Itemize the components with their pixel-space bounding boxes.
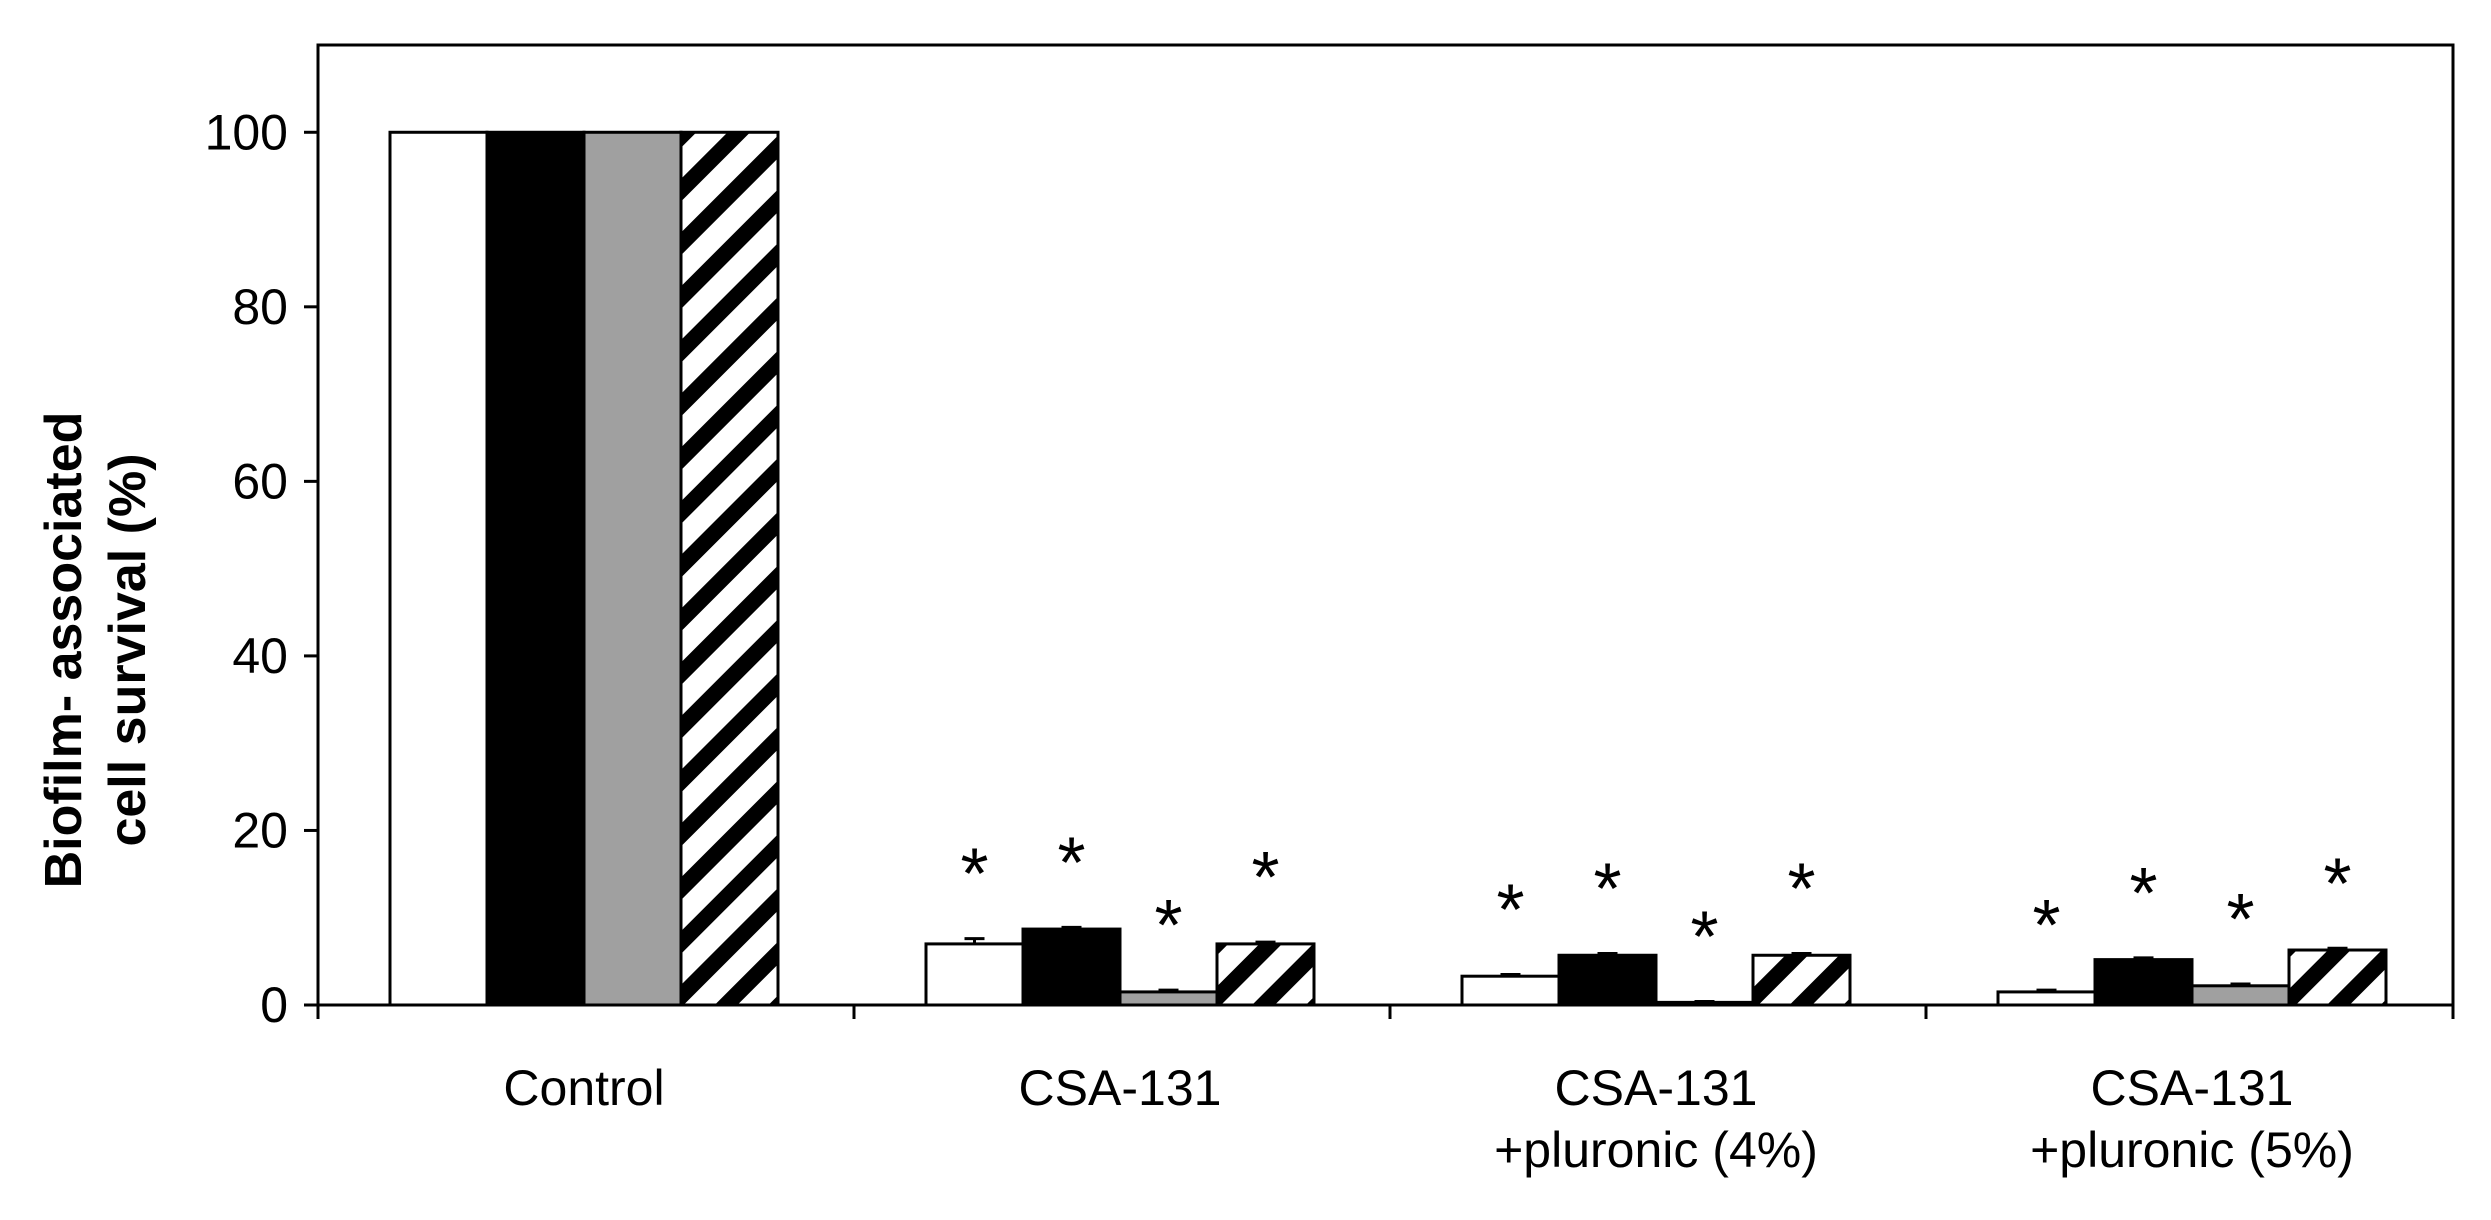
bar-diagonal-hatch-0 xyxy=(679,130,780,1007)
significance-markers-layer: * * * * * * * * * * * * xyxy=(960,823,2351,977)
y-tick-label-40: 40 xyxy=(232,628,288,684)
bars-layer xyxy=(388,130,2388,1007)
bar-white-1 xyxy=(924,942,1025,1007)
y-axis-title: Biofilm- associated cell survival (%) xyxy=(35,412,157,889)
y-tick-label-20: 20 xyxy=(232,802,288,858)
x-category-label-3-line-1: +pluronic (5%) xyxy=(2030,1122,2354,1178)
bar-black-1 xyxy=(1021,927,1122,1007)
y-tick-label-80: 80 xyxy=(232,279,288,335)
x-category-label-2-line-0: CSA-131 xyxy=(1555,1060,1758,1116)
bar-gray-0 xyxy=(582,130,683,1007)
bar-gray-3 xyxy=(2190,984,2291,1007)
x-category-label-2-line-1: +pluronic (4%) xyxy=(1494,1122,1818,1178)
y-axis-title-line-0: Biofilm- associated xyxy=(35,412,93,889)
y-tick-label-60: 60 xyxy=(232,453,288,509)
error-bars-layer xyxy=(964,925,2348,1004)
bar-black-3 xyxy=(2093,958,2194,1007)
significance-star-diagonal-hatch-3: * xyxy=(2323,844,2351,924)
significance-star-gray-3: * xyxy=(2226,880,2254,960)
x-category-label-1-line-0: CSA-131 xyxy=(1019,1060,1222,1116)
bar-black-0 xyxy=(485,130,586,1007)
significance-star-diagonal-hatch-2: * xyxy=(1787,850,1815,930)
significance-star-gray-2: * xyxy=(1690,898,1718,978)
significance-star-white-3: * xyxy=(2032,886,2060,966)
y-axis-title-line-1: cell survival (%) xyxy=(99,453,157,846)
bar-white-0 xyxy=(388,130,489,1007)
bar-white-3 xyxy=(1996,990,2097,1007)
bar-diagonal-hatch-2 xyxy=(1751,953,1852,1007)
y-tick-label-0: 0 xyxy=(260,977,288,1033)
bar-diagonal-hatch-3 xyxy=(2287,948,2388,1007)
bar-diagonal-hatch-1 xyxy=(1215,942,1316,1007)
bar-gray-1 xyxy=(1118,990,1219,1007)
y-tick-labels: 0 20 40 60 80 100 xyxy=(205,104,288,1033)
significance-star-diagonal-hatch-1: * xyxy=(1251,838,1279,918)
significance-star-gray-1: * xyxy=(1154,886,1182,966)
x-category-label-3-line-0: CSA-131 xyxy=(2091,1060,2294,1116)
bar-white-2 xyxy=(1460,974,1561,1007)
significance-star-black-2: * xyxy=(1593,850,1621,930)
bar-black-2 xyxy=(1557,953,1658,1007)
significance-star-black-3: * xyxy=(2129,854,2157,934)
y-tick-label-100: 100 xyxy=(205,104,288,160)
axes-layer xyxy=(304,45,2455,1019)
significance-star-black-1: * xyxy=(1057,823,1085,903)
significance-star-white-2: * xyxy=(1496,870,1524,950)
x-category-label-0-line-0: Control xyxy=(503,1060,664,1116)
significance-star-white-1: * xyxy=(960,835,988,915)
x-category-labels: Control CSA-131 CSA-131 +pluronic (4%) CSA-1… xyxy=(503,1060,2353,1178)
